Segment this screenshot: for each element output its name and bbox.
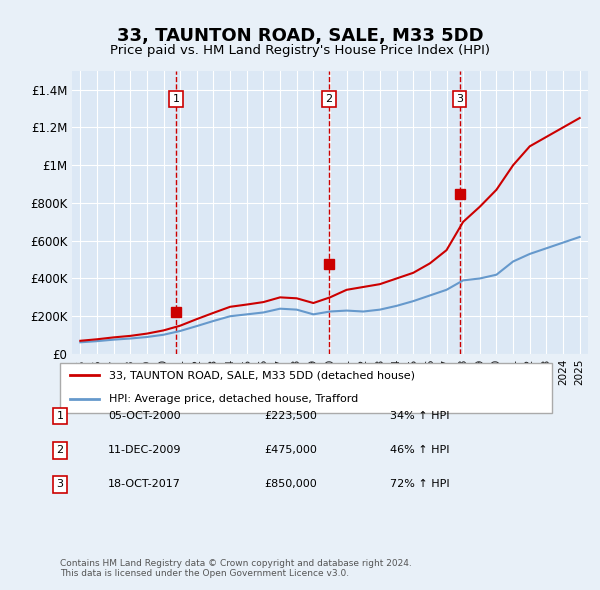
Text: Price paid vs. HM Land Registry's House Price Index (HPI): Price paid vs. HM Land Registry's House … [110, 44, 490, 57]
Text: 2: 2 [56, 445, 64, 455]
Text: HPI: Average price, detached house, Trafford: HPI: Average price, detached house, Traf… [109, 394, 358, 404]
Text: 18-OCT-2017: 18-OCT-2017 [108, 480, 181, 489]
Text: 2: 2 [325, 94, 332, 104]
Text: 33, TAUNTON ROAD, SALE, M33 5DD: 33, TAUNTON ROAD, SALE, M33 5DD [116, 27, 484, 45]
Text: £475,000: £475,000 [264, 445, 317, 455]
Text: 1: 1 [56, 411, 64, 421]
Text: 11-DEC-2009: 11-DEC-2009 [108, 445, 182, 455]
Text: 72% ↑ HPI: 72% ↑ HPI [390, 480, 449, 489]
Text: 33, TAUNTON ROAD, SALE, M33 5DD (detached house): 33, TAUNTON ROAD, SALE, M33 5DD (detache… [109, 371, 415, 381]
Text: £223,500: £223,500 [264, 411, 317, 421]
FancyBboxPatch shape [60, 363, 552, 413]
Text: 34% ↑ HPI: 34% ↑ HPI [390, 411, 449, 421]
Text: 1: 1 [173, 94, 179, 104]
Text: 05-OCT-2000: 05-OCT-2000 [108, 411, 181, 421]
Text: Contains HM Land Registry data © Crown copyright and database right 2024.
This d: Contains HM Land Registry data © Crown c… [60, 559, 412, 578]
Text: £850,000: £850,000 [264, 480, 317, 489]
Text: 46% ↑ HPI: 46% ↑ HPI [390, 445, 449, 455]
Text: 3: 3 [456, 94, 463, 104]
Text: 3: 3 [56, 480, 64, 489]
